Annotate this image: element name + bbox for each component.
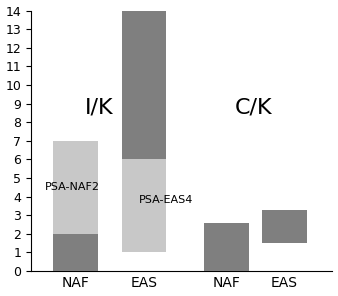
Bar	[53, 234, 98, 271]
Text: PSA-EAS4: PSA-EAS4	[139, 195, 193, 205]
Bar	[204, 223, 248, 271]
Bar	[53, 141, 98, 252]
Text: C/K: C/K	[235, 97, 272, 117]
Bar	[262, 210, 307, 243]
Text: PSA-NAF2: PSA-NAF2	[45, 182, 100, 192]
Bar	[122, 159, 166, 252]
Text: I/K: I/K	[85, 97, 114, 117]
Bar	[122, 11, 166, 159]
